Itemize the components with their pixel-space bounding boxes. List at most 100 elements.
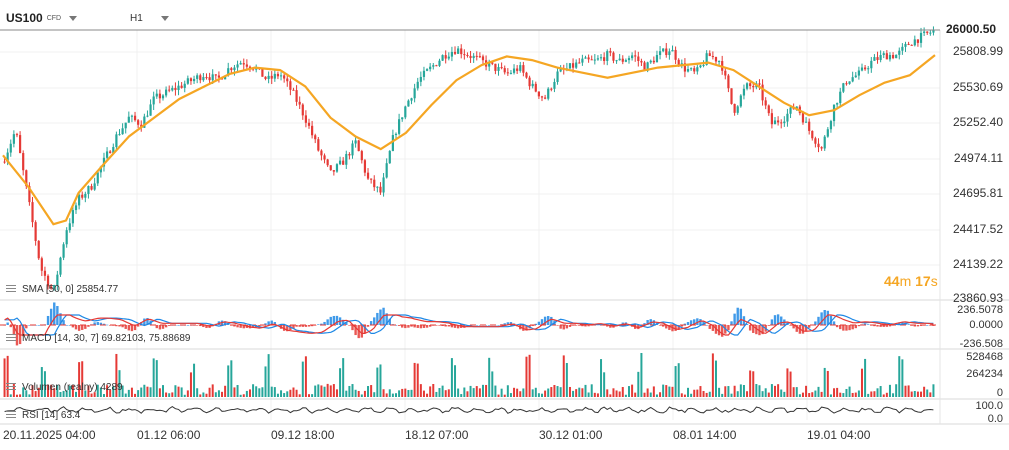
volume-bar: [888, 384, 891, 397]
volume-bar: [531, 389, 534, 397]
volume-bar: [245, 390, 248, 397]
candle-body: [227, 68, 230, 76]
macd-histogram-bar: [683, 323, 687, 325]
macd-histogram-bar: [863, 323, 867, 325]
sma-indicator-label[interactable]: SMA [50, 0] 25854.77: [6, 284, 118, 295]
volume-bar: [655, 394, 658, 397]
timeframe-selector[interactable]: H1: [130, 8, 169, 28]
candle-body: [78, 194, 81, 206]
macd-histogram-bar: [503, 323, 506, 325]
volume-bar: [699, 386, 702, 397]
price-axis-tick: 25808.99: [952, 44, 1003, 58]
volume-bar: [898, 356, 901, 397]
macd-histogram-bar: [851, 325, 854, 330]
volume-bar: [615, 390, 618, 397]
macd-histogram-bar: [854, 325, 857, 329]
volume-bar: [559, 387, 562, 397]
macd-histogram-bar: [282, 325, 286, 331]
macd-histogram-bar: [587, 325, 590, 327]
candle-body: [370, 178, 373, 180]
candle-body: [376, 186, 379, 188]
candle-body: [745, 83, 749, 89]
candle-body: [823, 136, 826, 149]
candle-body: [438, 60, 441, 66]
candle-body: [429, 66, 432, 70]
macd-histogram-bar: [792, 325, 795, 329]
volume-bar: [609, 394, 612, 397]
macd-histogram-bar: [419, 325, 423, 329]
candle-body: [826, 129, 829, 137]
macd-histogram-bar: [453, 325, 457, 328]
candle-body: [264, 76, 267, 79]
volume-bar: [292, 387, 295, 397]
macd-histogram-bar: [801, 325, 805, 334]
volume-bar: [118, 370, 121, 397]
volume-bar: [180, 387, 183, 397]
candle-body: [491, 62, 494, 64]
candle-body: [581, 58, 584, 63]
macd-axis-tick: 236.5078: [957, 304, 1003, 316]
volume-bar: [662, 384, 665, 397]
volume-bar: [910, 391, 913, 397]
volume-indicator-label[interactable]: Volumen (realny) 4289: [6, 382, 123, 393]
volume-bar: [485, 384, 488, 397]
volume-bar: [705, 392, 708, 397]
candle-body: [388, 150, 391, 164]
macd-histogram-bar: [441, 325, 444, 327]
volume-bar: [708, 391, 711, 397]
candle-body: [314, 135, 317, 140]
volume-bar: [410, 389, 413, 397]
volume-bar: [634, 392, 637, 397]
candle-body: [808, 121, 811, 131]
symbol-selector[interactable]: US100 CFD: [6, 8, 78, 28]
candle-body: [360, 151, 363, 161]
candle-body: [752, 86, 755, 88]
candle-body: [463, 54, 466, 56]
volume-bar: [770, 384, 773, 397]
volume-bar: [829, 394, 832, 397]
volume-bar: [646, 388, 649, 397]
volume-bar: [730, 393, 733, 397]
candle-body: [230, 68, 233, 71]
volume-bar: [93, 392, 96, 397]
rsi-indicator-label[interactable]: RSI [14] 63.4: [6, 410, 80, 421]
candle-body: [34, 222, 37, 241]
macd-indicator-label[interactable]: MACD [14, 30, 7] 69.82103, 75.88689: [6, 333, 190, 344]
macd-histogram-bar: [323, 321, 326, 325]
macd-histogram-bar: [326, 319, 329, 325]
macd-histogram-bar: [913, 325, 917, 327]
volume-bar: [851, 392, 854, 397]
candle-body: [584, 57, 587, 59]
volume-bar: [99, 387, 102, 397]
price-axis-tick: 24695.81: [952, 186, 1003, 200]
candle-body: [786, 113, 789, 122]
volume-bar: [488, 357, 491, 397]
volume-bar: [193, 363, 196, 397]
macd-histogram-bar: [242, 325, 245, 329]
volume-bar: [143, 384, 146, 397]
candle-body: [603, 57, 606, 61]
candle-body: [3, 161, 6, 163]
volume-bar: [34, 391, 37, 397]
volume-bar: [478, 388, 481, 397]
volume-bar: [668, 386, 671, 397]
candle-body: [907, 43, 910, 45]
volume-bar: [435, 391, 438, 397]
candle-body: [248, 66, 252, 69]
macd-histogram-bar: [115, 325, 118, 327]
candle-body: [733, 103, 736, 113]
macd-histogram-bar: [835, 325, 839, 328]
candle-body: [112, 146, 115, 154]
candle-body: [90, 186, 93, 190]
volume-bar: [901, 359, 904, 397]
volume-bar: [323, 386, 326, 397]
candle-body: [127, 116, 130, 123]
volume-bar: [40, 367, 43, 397]
macd-histogram-bar: [267, 321, 270, 325]
volume-bar: [130, 387, 133, 397]
candle-body: [553, 81, 556, 89]
candle-body: [205, 77, 208, 79]
candle-body: [634, 55, 637, 57]
volume-bar: [252, 384, 255, 397]
